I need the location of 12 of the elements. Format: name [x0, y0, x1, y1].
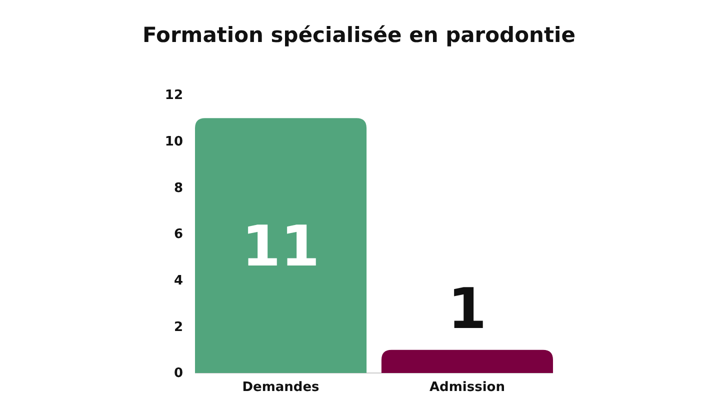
- y-tick-label: 12: [164, 88, 183, 104]
- y-tick-label: 4: [174, 273, 183, 288]
- x-tick-label: Admission: [429, 380, 505, 396]
- chart-title: Formation spécialisée en parodontie: [142, 23, 576, 47]
- data-label: 11: [242, 214, 320, 280]
- y-tick-label: 10: [164, 134, 183, 150]
- y-tick-label: 2: [174, 320, 183, 335]
- y-tick-label: 8: [174, 180, 183, 196]
- y-tick-label: 6: [174, 227, 183, 242]
- data-label: 1: [448, 276, 487, 342]
- x-tick-label: Demandes: [242, 380, 320, 396]
- y-tick-label: 0: [174, 366, 183, 382]
